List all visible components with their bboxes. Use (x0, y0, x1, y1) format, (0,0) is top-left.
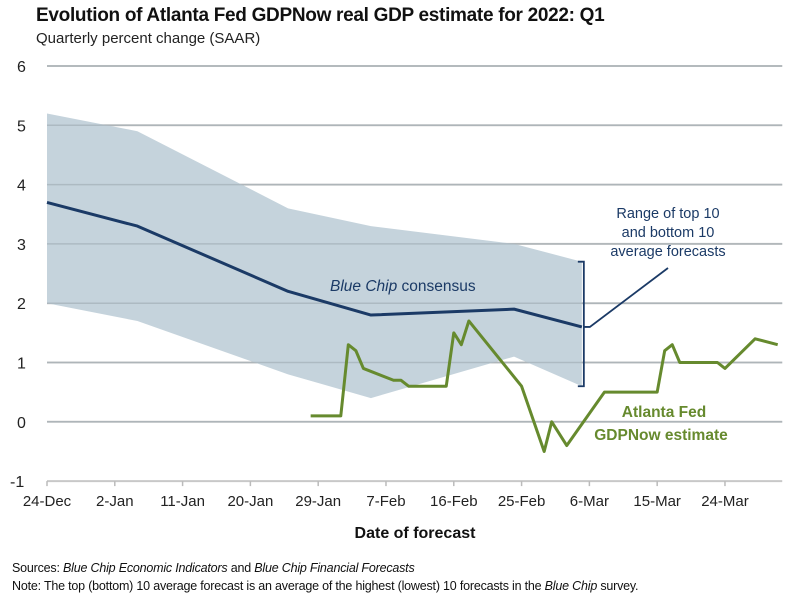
gdpnow-label-line-2: GDPNow estimate (594, 427, 728, 444)
range-label-line-3: average forecasts (610, 244, 725, 260)
range-label-line-2: and bottom 10 (622, 225, 715, 241)
chart-subtitle: Quarterly percent change (SAAR) (36, 30, 261, 47)
y-tick-label: 1 (17, 356, 26, 373)
sources-italic-1: Blue Chip Economic Indicators (63, 561, 228, 575)
atlanta-fed-gdpnow-estimate-line (310, 319, 779, 453)
x-tick-label: 11-Jan (160, 493, 205, 510)
y-tick-label: 0 (17, 415, 26, 432)
y-tick-label: 2 (17, 296, 26, 313)
sources-prefix: Sources: (12, 561, 60, 575)
forecast-range-band (47, 113, 582, 399)
range-bracket (577, 260, 669, 388)
x-tick-label: 29-Jan (295, 493, 341, 510)
sources-note: Sources: Blue Chip Economic Indicators a… (12, 561, 415, 575)
note-text-1: The top (bottom) 10 average forecast is … (40, 579, 545, 593)
x-axis: 24-Dec 2-Jan 11-Jan 20-Jan 29-Jan 7-Feb 16-Feb… (23, 480, 783, 510)
x-tick-label: 16-Feb (430, 493, 478, 510)
consensus-label-rest: consensus (397, 278, 476, 295)
x-tick-label: 24-Dec (23, 493, 72, 510)
y-tick-label: 6 (17, 59, 26, 76)
forecast-range-band-layer (47, 113, 582, 399)
consensus-label-italic: Blue Chip (330, 278, 398, 295)
x-axis-label: Date of forecast (355, 525, 477, 542)
y-tick-label: 4 (17, 178, 26, 195)
blue-chip-consensus-line (46, 200, 583, 329)
note-text-2: survey. (597, 579, 639, 593)
sources-mid: and (227, 561, 255, 575)
y-tick-label: -1 (10, 474, 24, 491)
footnote: Note: The top (bottom) 10 average foreca… (12, 579, 639, 593)
annotations: Blue Chip consensus Range of top 10 and … (330, 206, 728, 444)
consensus-label: Blue Chip consensus (330, 278, 476, 295)
chart-title: Evolution of Atlanta Fed GDPNow real GDP… (36, 5, 605, 26)
x-tick-label: 24-Mar (701, 493, 749, 510)
series-lines (46, 200, 779, 453)
note-prefix: Note: (12, 579, 41, 593)
x-tick-label: 6-Mar (570, 493, 609, 510)
sources-italic-2: Blue Chip Financial Forecasts (254, 561, 415, 575)
note-italic: Blue Chip (544, 579, 598, 593)
range-label-line-1: Range of top 10 (616, 206, 719, 222)
gridlines-over-band (47, 65, 783, 423)
x-tick-label: 15-Mar (633, 493, 681, 510)
y-tick-label: 5 (17, 118, 26, 135)
gdpnow-label-line-1: Atlanta Fed (622, 404, 706, 421)
y-tick-label: 3 (17, 237, 26, 254)
y-axis-ticks: 6 5 4 3 2 1 0 -1 (10, 59, 26, 491)
x-tick-label: 20-Jan (227, 493, 273, 510)
x-tick-label: 2-Jan (96, 493, 134, 510)
x-tick-label: 7-Feb (366, 493, 405, 510)
x-tick-label: 25-Feb (498, 493, 546, 510)
